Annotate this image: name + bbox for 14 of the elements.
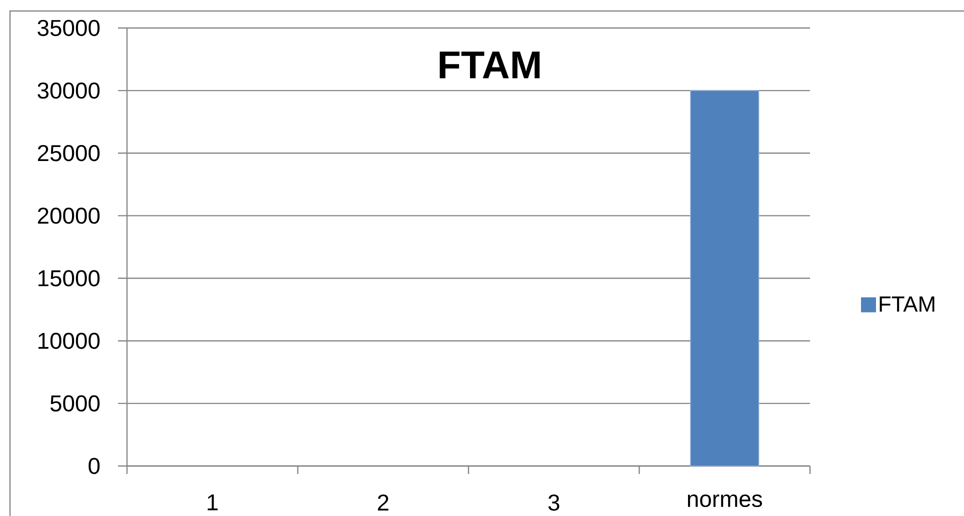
x-tick-label: 3 xyxy=(548,494,560,511)
y-tick-label: 0 xyxy=(88,458,100,474)
y-tick-label: 30000 xyxy=(38,82,100,99)
y-tick-label: 15000 xyxy=(38,270,100,286)
x-tick-label: 1 xyxy=(208,494,218,510)
x-tick-label: normes xyxy=(688,494,762,508)
chart-title: FTAM xyxy=(440,52,540,78)
y-tick-label: 35000 xyxy=(38,20,100,36)
legend-label: FTAM xyxy=(880,296,934,312)
y-tick-label: 5000 xyxy=(50,395,100,412)
y-tick-label: 10000 xyxy=(38,332,100,349)
y-tick-label: 25000 xyxy=(38,145,100,162)
y-tick-label: 20000 xyxy=(38,208,100,224)
x-tick-label: 2 xyxy=(378,494,388,511)
